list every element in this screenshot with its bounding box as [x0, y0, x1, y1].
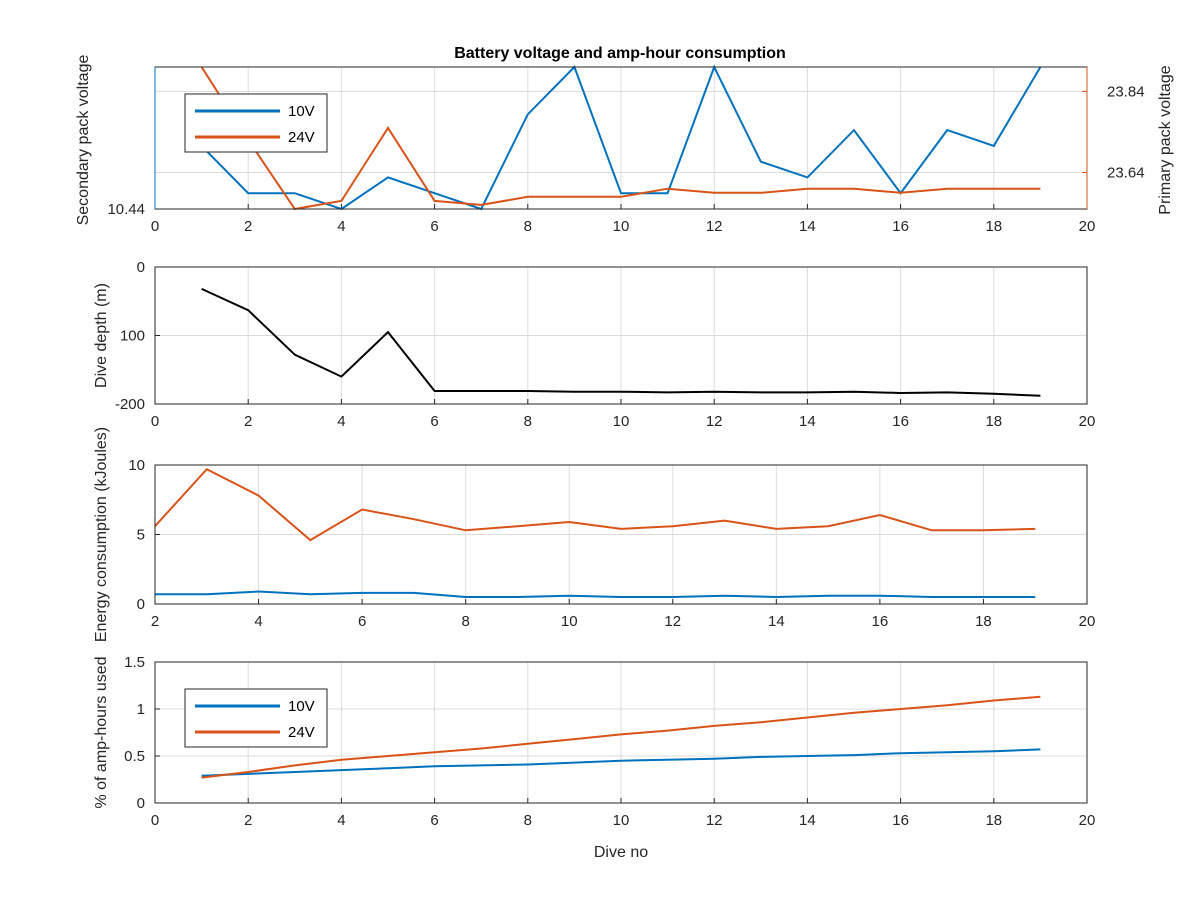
voltage-x-tick-label: 12	[706, 218, 723, 235]
amphours-y-tick-label: 1.5	[124, 654, 145, 671]
depth-x-tick-label: 16	[892, 413, 909, 430]
energy-axes-frame	[154, 464, 1088, 605]
voltage-x-tick-label: 8	[524, 218, 532, 235]
voltage-right-tick-label: 23.84	[1107, 83, 1145, 100]
energy-x-tick-label: 6	[358, 613, 366, 630]
amphours-series-line-10V	[201, 748, 1041, 777]
energy-x-tick-label: 8	[461, 613, 469, 630]
voltage-x-tick-label: 20	[1079, 218, 1096, 235]
depth-x-tick-label: 8	[524, 413, 532, 430]
amphours-legend-label: 10V	[288, 698, 315, 715]
depth-x-tick-label: 12	[706, 413, 723, 430]
depth-y-tick-label: -200	[115, 396, 145, 413]
amphours-x-tick-label: 2	[244, 812, 252, 829]
energy-axes: 2 4 6 8 10 12 14 16 18 20 0 5 10 Energy consumption (…	[93, 427, 1095, 642]
voltage-x-tick-label: 16	[892, 218, 909, 235]
energy-x-tick-label: 14	[768, 613, 785, 630]
amphours-axes: 0 2 4 6 8 10 12 14 16 18 20 0 0.5 1 1.5 % of amp-hours …	[93, 654, 1095, 861]
voltage-legend-label: 24V	[288, 129, 315, 146]
energy-x-tick-label: 4	[254, 613, 262, 630]
depth-axes: 0 2 4 6 8 10 12 14 16 18 20 0 100 -200 Dive depth (m)	[93, 259, 1095, 430]
amphours-series-line-24V	[201, 695, 1041, 779]
voltage-left-axis-label: Secondary pack voltage	[75, 55, 92, 226]
amphours-y-tick-label: 0.5	[124, 748, 145, 765]
amphours-x-axis-label: Dive no	[594, 844, 648, 861]
voltage-x-tick-label: 4	[337, 218, 345, 235]
amphours-x-tick-label: 0	[151, 812, 159, 829]
amphours-x-tick-label: 14	[799, 812, 816, 829]
voltage-x-tick-label: 10	[613, 218, 630, 235]
voltage-x-tick-label: 14	[799, 218, 816, 235]
depth-x-tick-label: 20	[1079, 413, 1096, 430]
amphours-x-tick-label: 18	[985, 812, 1002, 829]
depth-y-tick-label: 100	[120, 328, 145, 345]
amphours-x-tick-label: 12	[706, 812, 723, 829]
voltage-legend: 10V 24V	[184, 93, 328, 153]
chart-title: Battery voltage and amp-hour consumption	[454, 45, 786, 62]
energy-y-tick-label: 0	[137, 596, 145, 613]
energy-x-tick-label: 18	[975, 613, 992, 630]
depth-x-tick-label: 2	[244, 413, 252, 430]
depth-x-tick-label: 18	[985, 413, 1002, 430]
depth-x-tick-label: 0	[151, 413, 159, 430]
energy-x-tick-label: 16	[872, 613, 889, 630]
voltage-x-tick-label: 0	[151, 218, 159, 235]
amphours-y-tick-label: 0	[137, 795, 145, 812]
energy-y-tick-label: 10	[128, 457, 145, 474]
amphours-x-tick-label: 4	[337, 812, 345, 829]
depth-x-tick-label: 14	[799, 413, 816, 430]
energy-x-tick-label: 2	[151, 613, 159, 630]
amphours-x-tick-label: 10	[613, 812, 630, 829]
energy-series-line-blue	[155, 590, 1036, 599]
depth-x-tick-label: 10	[613, 413, 630, 430]
energy-x-tick-label: 20	[1079, 613, 1096, 630]
depth-y-axis-label: Dive depth (m)	[93, 283, 110, 388]
energy-series-line-orange	[154, 467, 1036, 542]
amphours-x-tick-label: 6	[430, 812, 438, 829]
voltage-left-tick-label: 10.44	[107, 201, 145, 218]
amphours-x-tick-label: 20	[1079, 812, 1096, 829]
amphours-x-tick-label: 16	[892, 812, 909, 829]
voltage-legend-box	[184, 93, 328, 153]
voltage-axes: 0 2 4 6 8 10 12 14 16 18 20 23.64 23.84 10.44 Secondar…	[75, 55, 1174, 235]
amphours-legend-label: 24V	[288, 724, 315, 741]
amphours-y-tick-label: 1	[137, 701, 145, 718]
energy-x-tick-label: 10	[561, 613, 578, 630]
amphours-x-tick-label: 8	[524, 812, 532, 829]
depth-x-tick-label: 6	[430, 413, 438, 430]
depth-y-tick-label: 0	[137, 259, 145, 276]
amphours-legend-box	[184, 688, 328, 748]
voltage-x-tick-label: 6	[430, 218, 438, 235]
voltage-x-tick-label: 2	[244, 218, 252, 235]
amphours-axes-frame	[154, 661, 1088, 804]
voltage-series-line-24V	[200, 66, 1041, 211]
amphours-y-axis-label: % of amp-hours used	[93, 656, 110, 808]
voltage-right-tick-label: 23.64	[1107, 164, 1145, 181]
depth-series-line-black	[201, 287, 1041, 397]
energy-y-axis-label: Energy consumption (kJoules)	[93, 427, 110, 642]
amphours-legend: 10V 24V	[184, 688, 328, 748]
depth-x-tick-label: 4	[337, 413, 345, 430]
depth-axes-frame	[154, 266, 1088, 405]
energy-y-tick-label: 5	[137, 527, 145, 544]
voltage-legend-label: 10V	[288, 103, 315, 120]
voltage-x-tick-label: 18	[985, 218, 1002, 235]
voltage-right-axis-label: Primary pack voltage	[1157, 65, 1174, 214]
energy-x-tick-label: 12	[664, 613, 681, 630]
